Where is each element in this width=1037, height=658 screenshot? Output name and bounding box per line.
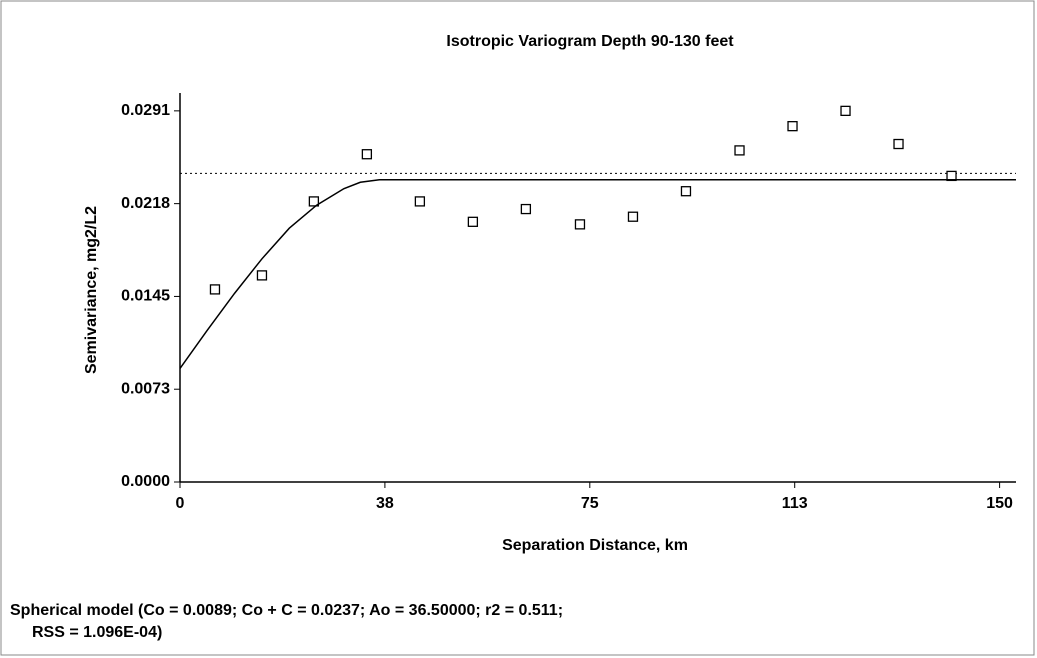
model-note: Spherical model (Co = 0.0089; Co + C = 0… (10, 602, 563, 619)
data-point (414, 196, 426, 207)
x-tick-label: 38 (376, 495, 394, 512)
y-tick-label: 0.0073 (121, 380, 170, 397)
data-point (680, 186, 692, 197)
data-point (467, 216, 479, 227)
data-point (787, 121, 798, 132)
x-axis-label: Separation Distance, km (502, 537, 688, 554)
y-axis-label: Semivariance, mg2/L2 (83, 206, 100, 374)
data-point (893, 138, 904, 150)
y-tick-label: 0.0218 (121, 195, 170, 212)
x-tick-label: 75 (581, 495, 599, 512)
data-point (574, 219, 586, 230)
data-point (361, 149, 373, 160)
data-point (734, 145, 745, 156)
data-point (627, 211, 639, 222)
x-tick-label: 150 (986, 495, 1013, 512)
data-point (520, 203, 532, 215)
data-point (308, 196, 320, 207)
y-tick-label: 0.0145 (121, 288, 170, 305)
x-tick-label: 0 (176, 495, 185, 512)
data-point (256, 270, 268, 281)
y-tick-label: 0.0000 (121, 473, 170, 490)
model-note: RSS = 1.096E-04) (32, 624, 162, 641)
chart-title: Isotropic Variogram Depth 90-130 feet (446, 33, 734, 50)
data-point (840, 105, 851, 117)
data-point (209, 284, 221, 295)
model-curve (179, 178, 1016, 369)
y-tick-label: 0.0291 (121, 102, 170, 119)
x-tick-label: 113 (782, 495, 808, 512)
